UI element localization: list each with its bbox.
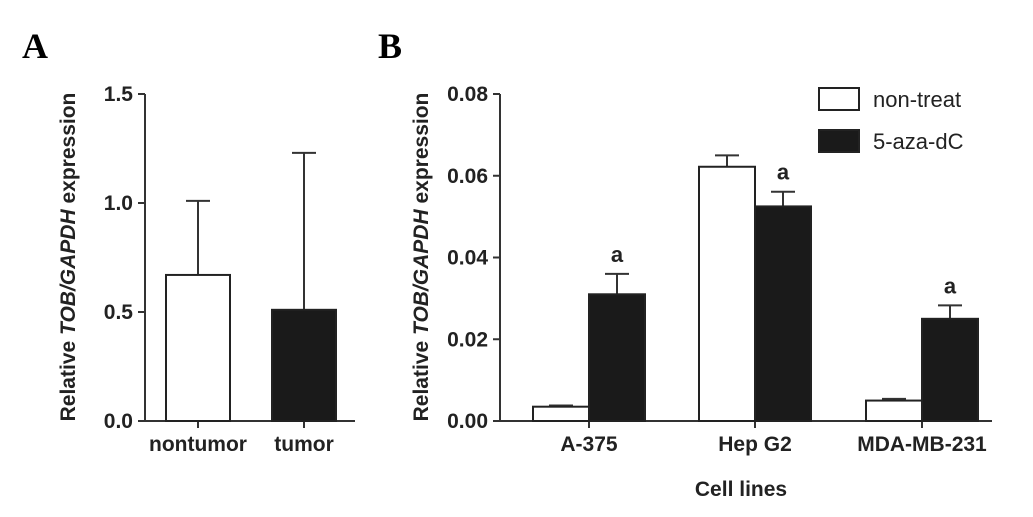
panel-b-bar-non-treat-A-375 (532, 405, 590, 423)
panel-a-category-label: nontumor (149, 433, 247, 456)
panel-a-y-tick-label: 1.0 (104, 192, 133, 215)
panel-b-bar-5-aza-dC-Hep G2 (754, 205, 812, 422)
panel-a-bar-tumor (271, 308, 337, 423)
panel-b-category-label: A-375 (560, 433, 618, 456)
panel-b-significance-label: a (611, 242, 624, 267)
panel-b-y-tick-label: 0.04 (447, 247, 488, 270)
panel-b-significance-label: a (944, 273, 957, 298)
legend-label: 5-aza-dC (873, 129, 964, 154)
panel-b-chart: B Relative TOB/GAPDH expression Cell lin… (378, 26, 992, 501)
panel-a-category-label: tumor (274, 433, 334, 456)
panel-b-y-tick-label: 0.00 (447, 410, 488, 433)
panel-b-x-axis-title: Cell lines (695, 478, 787, 501)
panel-b-y-tick-label: 0.08 (447, 83, 488, 106)
panel-a-chart: A Relative TOB/GAPDH expression 0.0 0.5 1.… (22, 26, 355, 456)
panel-a-label: A (22, 26, 48, 66)
panel-b-y-tick-label: 0.02 (447, 328, 488, 351)
legend-swatch (818, 87, 860, 111)
panel-b-label: B (378, 26, 402, 66)
legend: non-treat 5-aza-dC (818, 87, 964, 154)
panel-a-bar-nontumor (165, 273, 231, 422)
panel-a-y-tick-label: 1.5 (104, 83, 134, 106)
panel-b-y-axis-title: Relative TOB/GAPDH expression (410, 93, 433, 422)
panel-b-bar-5-aza-dC-MDA-MB-231 (921, 317, 979, 422)
panel-b-category-label: Hep G2 (718, 433, 792, 456)
legend-swatch (818, 129, 860, 153)
panel-a-y-tick-label: 0.5 (104, 301, 134, 324)
panel-a-y-axis-title: Relative TOB/GAPDH expression (57, 93, 80, 422)
panel-b-significance-label: a (777, 160, 790, 185)
panel-b-category-label: MDA-MB-231 (857, 433, 987, 456)
legend-label: non-treat (873, 87, 961, 112)
panel-b-y-tick-label: 0.06 (447, 165, 488, 188)
panel-b-bar-non-treat-MDA-MB-231 (865, 399, 923, 422)
panel-a-y-tick-label: 0.0 (104, 410, 133, 433)
panel-b-bar-5-aza-dC-A-375 (588, 293, 646, 423)
panel-b-bar-non-treat-Hep G2 (698, 165, 756, 422)
